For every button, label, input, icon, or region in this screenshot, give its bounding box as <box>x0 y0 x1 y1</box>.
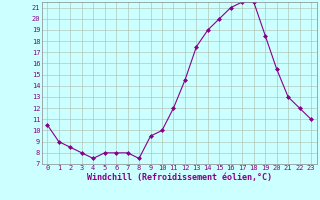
X-axis label: Windchill (Refroidissement éolien,°C): Windchill (Refroidissement éolien,°C) <box>87 173 272 182</box>
